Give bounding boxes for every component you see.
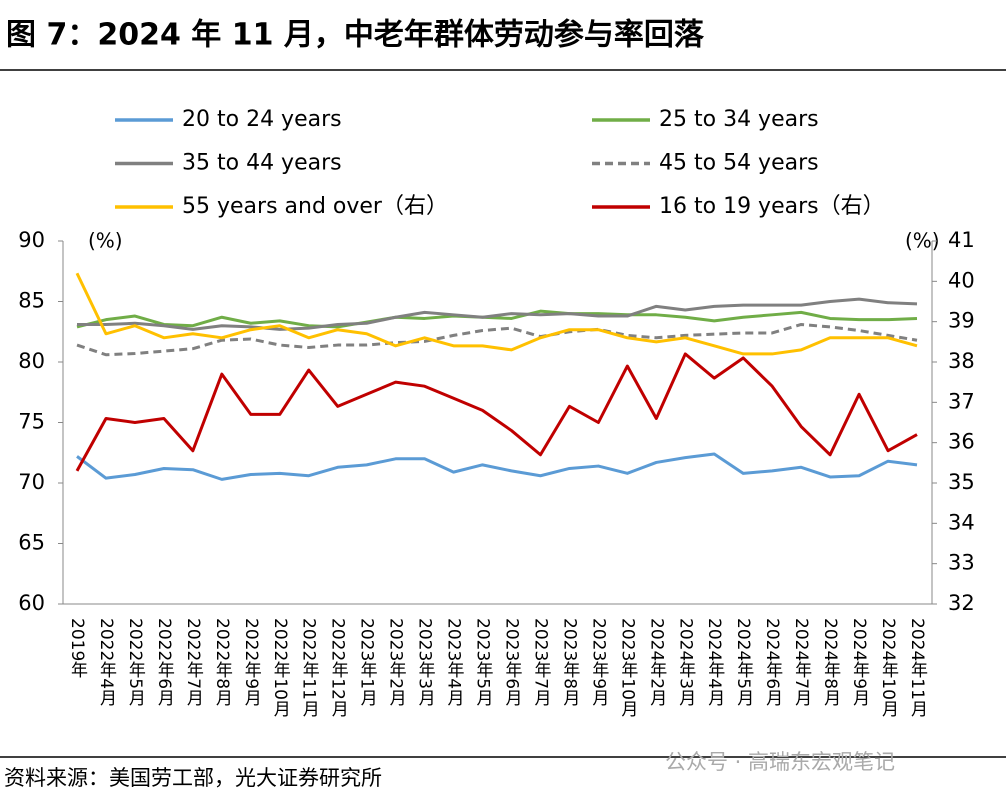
x-tick-label: 2023年1月 bbox=[357, 618, 378, 706]
x-tick-label: 2023年9月 bbox=[588, 618, 609, 706]
x-tick-label: 2023年6月 bbox=[501, 618, 522, 706]
y2-tick-label: 40 bbox=[948, 268, 975, 292]
x-tick-label: 2019年 bbox=[67, 618, 88, 678]
series-line bbox=[75, 352, 918, 472]
legend-label: 25 to 34 years bbox=[659, 107, 819, 132]
x-tick-label: 2022年7月 bbox=[183, 618, 204, 706]
x-tick-label: 2022年10月 bbox=[270, 618, 291, 717]
series-line bbox=[76, 309, 918, 329]
y-tick-label: 80 bbox=[18, 349, 45, 373]
x-tick-label: 2024年7月 bbox=[791, 618, 812, 706]
y-tick-label: 60 bbox=[18, 591, 45, 615]
x-tick-label: 2023年8月 bbox=[559, 618, 580, 706]
source: 资料来源：美国劳工部，光大证券研究所 bbox=[4, 766, 382, 790]
series-line bbox=[75, 272, 918, 356]
x-tick-label: 2024年6月 bbox=[762, 618, 783, 706]
y2-tick-label: 38 bbox=[948, 349, 975, 373]
x-tick-label: 2022年11月 bbox=[299, 618, 320, 717]
title: 图 7：2024 年 11 月，中老年群体劳动参与率回落 bbox=[6, 18, 705, 53]
watermark: 公众号 · 高瑞东宏观笔记 bbox=[665, 750, 895, 774]
series-line bbox=[76, 322, 918, 357]
y2-tick-label: 41 bbox=[948, 228, 975, 252]
x-tick-label: 2024年3月 bbox=[675, 618, 696, 706]
y2-tick-label: 35 bbox=[948, 470, 975, 494]
x-tick-label: 2023年5月 bbox=[473, 618, 494, 706]
x-tick-label: 2022年8月 bbox=[212, 618, 233, 706]
x-tick-label: 2022年9月 bbox=[241, 618, 261, 706]
series-line bbox=[76, 452, 918, 481]
legend-label: 20 to 24 years bbox=[182, 107, 342, 132]
x-tick-label: 2024年4月 bbox=[704, 618, 725, 706]
y2-tick-label: 37 bbox=[948, 389, 975, 413]
y-tick-label: 75 bbox=[18, 410, 45, 434]
x-tick-label: 2023年2月 bbox=[386, 618, 407, 706]
y2-tick-label: 39 bbox=[948, 309, 975, 333]
legend-label: 35 to 44 years bbox=[182, 151, 342, 176]
x-tick-label: 2024年11月 bbox=[907, 618, 928, 717]
x-tick-label: 2022年5月 bbox=[125, 618, 146, 706]
y-tick-label: 90 bbox=[18, 228, 45, 252]
x-tick-label: 2024年10月 bbox=[878, 618, 899, 717]
legend-label: 45 to 54 years bbox=[659, 151, 819, 176]
y-tick-label: 65 bbox=[18, 531, 45, 555]
y-tick-label: 85 bbox=[18, 289, 45, 313]
x-tick-label: 2022年4月 bbox=[96, 618, 117, 706]
legend-label: 16 to 19 years（右） bbox=[659, 194, 885, 219]
x-tick-label: 2022年12月 bbox=[328, 618, 349, 717]
x-tick-label: 2023年10月 bbox=[617, 618, 638, 717]
x-tick-label: 2024年8月 bbox=[820, 618, 841, 706]
series-line bbox=[77, 297, 918, 331]
x-tick-label: 2023年7月 bbox=[530, 618, 551, 706]
x-tick-label: 2023年3月 bbox=[415, 618, 436, 706]
x-tick-label: 2023年4月 bbox=[444, 618, 465, 706]
x-tick-label: 2024年5月 bbox=[733, 618, 754, 706]
y2-tick-label: 36 bbox=[948, 430, 975, 454]
y2-tick-label: 34 bbox=[948, 510, 975, 534]
x-tick-label: 2024年2月 bbox=[646, 618, 667, 706]
y-unit: (%) bbox=[88, 229, 123, 253]
x-tick-label: 2022年6月 bbox=[154, 618, 175, 706]
y-tick-label: 70 bbox=[18, 470, 45, 494]
x-tick-label: 2024年9月 bbox=[849, 618, 870, 706]
y2-tick-label: 32 bbox=[948, 591, 975, 615]
legend-label: 55 years and over（右） bbox=[182, 194, 448, 219]
y2-tick-label: 33 bbox=[948, 551, 975, 575]
